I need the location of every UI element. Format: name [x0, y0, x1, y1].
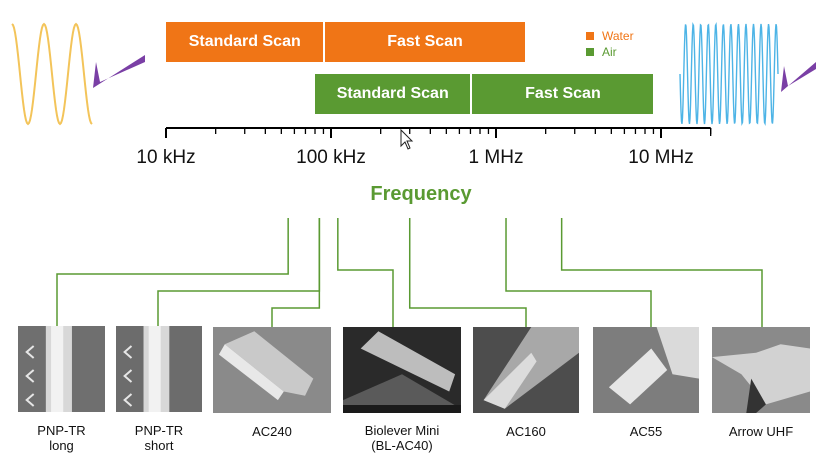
legend-water-label: Water: [602, 29, 634, 43]
cantilever-tip-icon: [93, 55, 145, 88]
cantilever-caption-3: Biolever Mini (BL-AC40): [364, 423, 440, 453]
frequency-axis: [165, 127, 712, 150]
air-scan-bar-0: Standard Scan: [315, 74, 471, 114]
connector-line: [157, 218, 321, 326]
cantilever-tip-icon: [781, 62, 816, 92]
sine-wave-line: [11, 22, 93, 126]
legend-air-label: Air: [602, 45, 617, 59]
legend-air: Air: [586, 45, 617, 59]
legend-water: Water: [586, 29, 634, 43]
sem-ac160-icon: [473, 327, 579, 413]
cantilever-caption-4: AC160: [506, 424, 546, 439]
cantilever-caption-0: PNP-TR long: [37, 423, 86, 453]
water-scan-bar-0: Standard Scan: [166, 22, 324, 62]
tick-label-2: 1 MHz: [468, 147, 524, 168]
legend-water-swatch: [586, 32, 594, 40]
connector-line: [560, 218, 763, 327]
sem-ac55-icon: [593, 327, 699, 413]
high-frequency-wave-icon: [679, 21, 816, 127]
connector-line: [56, 218, 289, 326]
cantilever-caption-2: AC240: [252, 424, 292, 439]
sem-pnp-tr-short-icon: [116, 326, 202, 412]
water-scan-bar-1: Fast Scan: [325, 22, 526, 62]
tick-label-1: 100 kHz: [296, 147, 366, 168]
connector-line: [408, 218, 527, 327]
connector-line: [271, 218, 321, 327]
connector-line: [505, 218, 652, 327]
mouse-cursor-icon: [400, 128, 414, 150]
tick-label-3: 10 MHz: [628, 147, 694, 168]
axis-title: Frequency: [370, 183, 472, 205]
sem-pnp-tr-long-icon: [18, 326, 105, 412]
cantilever-caption-5: AC55: [629, 424, 663, 439]
sem-ac240-icon: [213, 327, 331, 413]
air-scan-bar-1: Fast Scan: [472, 74, 654, 114]
connector-line: [337, 218, 394, 327]
sem-biolever-mini-icon: [343, 327, 461, 413]
sine-wave-line: [679, 21, 779, 127]
cantilever-caption-6: Arrow UHF: [728, 424, 794, 439]
cantilever-caption-1: PNP-TR short: [134, 423, 184, 453]
legend-air-swatch: [586, 48, 594, 56]
tick-label-0: 10 kHz: [136, 147, 196, 168]
low-frequency-wave-icon: [11, 22, 145, 126]
sem-arrow-uhf-icon: [712, 327, 810, 413]
